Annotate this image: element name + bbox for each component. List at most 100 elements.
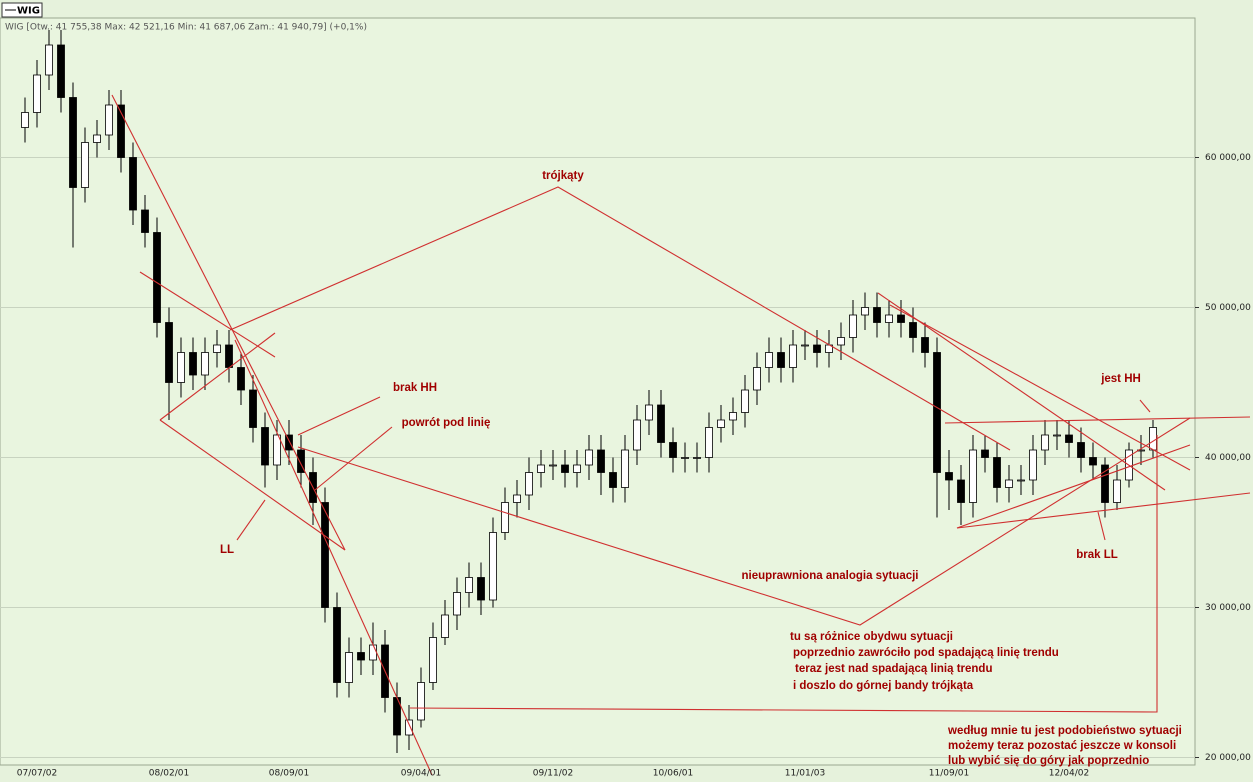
candle-body — [225, 344, 233, 368]
x-tick-label: 10/06/01 — [653, 769, 693, 779]
candle-body — [813, 344, 821, 353]
candle-body — [477, 577, 485, 601]
x-tick-label: 11/09/01 — [929, 769, 969, 779]
candle-body — [273, 434, 281, 466]
candle-body — [945, 472, 953, 481]
candle-body — [105, 104, 113, 136]
candle-body — [1053, 434, 1061, 437]
pointer — [1139, 399, 1151, 413]
pointer — [314, 426, 393, 491]
trend-line — [956, 444, 1191, 529]
pointer — [236, 499, 266, 541]
candle-body — [693, 457, 701, 459]
candle-body — [669, 442, 677, 458]
candle-body — [153, 232, 161, 323]
y-tick-label: 60 000,00 — [1205, 153, 1251, 163]
candle-body — [981, 449, 989, 458]
trend-line — [159, 332, 276, 421]
y-tick-label: 30 000,00 — [1205, 603, 1251, 613]
candle-body — [177, 352, 185, 383]
candle-body — [321, 502, 329, 608]
candle-body — [633, 419, 641, 451]
candle-body — [165, 322, 173, 383]
candle-body — [573, 464, 581, 473]
trend-line — [111, 94, 346, 551]
candle-body — [681, 457, 689, 459]
candle-body — [537, 464, 545, 473]
annotation: tu są różnice obydwu sytuacji — [790, 631, 953, 643]
trend-line — [229, 186, 1011, 451]
annotation: poprzednio zawróciło pod spadającą linię… — [793, 647, 1059, 659]
annotation: nieuprawniona analogia sytuacji — [741, 570, 918, 582]
candle-body — [21, 112, 29, 128]
trend-line — [297, 417, 1191, 626]
annotation: jest HH — [1100, 373, 1141, 385]
x-tick-label: 12/04/02 — [1049, 769, 1089, 779]
trend-lines — [111, 94, 1251, 776]
annotation: według mnie tu jest podobieństwo sytuacj… — [947, 725, 1182, 737]
candle-body — [993, 457, 1001, 488]
y-tick-label: 20 000,00 — [1205, 753, 1251, 763]
candle-body — [261, 427, 269, 466]
candle-body — [741, 389, 749, 413]
x-tick-label: 09/04/01 — [401, 769, 441, 779]
candle-body — [861, 307, 869, 316]
annotation: LL — [220, 544, 234, 556]
candle-body — [45, 44, 53, 76]
candle-body — [501, 502, 509, 533]
candle-body — [717, 419, 725, 428]
candle-body — [1089, 457, 1097, 466]
candle-body — [345, 652, 353, 683]
candle-body — [1149, 427, 1157, 451]
candle-body — [705, 427, 713, 458]
candle-body — [453, 592, 461, 616]
candle-body — [93, 134, 101, 143]
candle-body — [129, 157, 137, 211]
candle-body — [921, 337, 929, 353]
pointer — [297, 396, 381, 436]
candle-body — [885, 314, 893, 323]
candle-body — [933, 352, 941, 473]
candle-body — [585, 449, 593, 466]
annotation: brak LL — [1076, 549, 1118, 561]
trend-line — [877, 292, 1166, 491]
legend-label: WIG — [17, 6, 40, 17]
trend-line — [956, 492, 1251, 529]
candle-body — [297, 449, 305, 473]
candle-body — [417, 682, 425, 721]
candle-body — [405, 719, 413, 736]
annotation: brak HH — [393, 382, 437, 394]
trend-line — [944, 416, 1251, 424]
candle-body — [849, 314, 857, 338]
candle-body — [357, 652, 365, 661]
candle-body — [369, 644, 377, 661]
candle-body — [765, 352, 773, 368]
candle-body — [837, 337, 845, 346]
trend-line — [159, 419, 346, 551]
candle-body — [609, 472, 617, 488]
x-tick-label: 08/02/01 — [149, 769, 189, 779]
candle-body — [465, 577, 473, 593]
candle-body — [729, 412, 737, 421]
candle-body — [561, 464, 569, 473]
candle-body — [753, 367, 761, 391]
annotation: i doszlo do górnej bandy trójkąta — [793, 680, 974, 692]
candle-body — [897, 314, 905, 323]
candle-body — [1029, 449, 1037, 481]
candle-body — [237, 367, 245, 391]
x-tick-label: 09/11/02 — [533, 769, 573, 779]
candle-body — [597, 449, 605, 473]
candle-body — [1005, 479, 1013, 488]
x-tick-label: 08/09/01 — [269, 769, 309, 779]
candle-body — [441, 614, 449, 638]
candle-body — [525, 472, 533, 496]
candle-body — [1017, 479, 1025, 482]
candle-body — [69, 97, 77, 188]
trend-line — [234, 339, 433, 776]
x-tick-label: 11/01/03 — [785, 769, 825, 779]
candle-body — [873, 307, 881, 323]
candles — [21, 30, 1157, 753]
candle-body — [1113, 479, 1121, 503]
candle-body — [789, 344, 797, 368]
